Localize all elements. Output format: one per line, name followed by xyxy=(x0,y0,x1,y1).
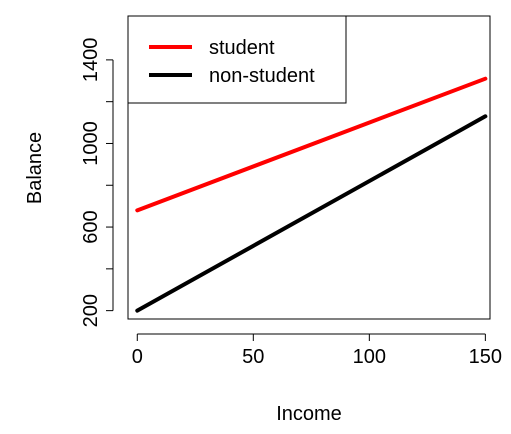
legend-box xyxy=(127,15,347,104)
plot-layer: 0 50 100 150 200 600 1000 1400 Income Balance stud… xyxy=(24,15,502,425)
x-tick-label: 150 xyxy=(469,346,502,368)
y-tick-label: 600 xyxy=(80,210,102,243)
x-tick-label: 100 xyxy=(353,346,386,368)
series-line-student xyxy=(135,76,488,213)
legend-label-non-student: non-student xyxy=(209,65,315,87)
x-axis-title: Income xyxy=(276,403,342,425)
legend-label-student: student xyxy=(209,37,275,59)
x-tick-label: 0 xyxy=(132,346,143,368)
series-line-non-student xyxy=(135,114,488,313)
y-tick-label: 1400 xyxy=(80,38,102,83)
y-tick-label: 1000 xyxy=(80,121,102,166)
y-tick-label: 200 xyxy=(80,294,102,327)
y-axis-title: Balance xyxy=(24,132,46,204)
x-tick-label: 50 xyxy=(242,346,264,368)
